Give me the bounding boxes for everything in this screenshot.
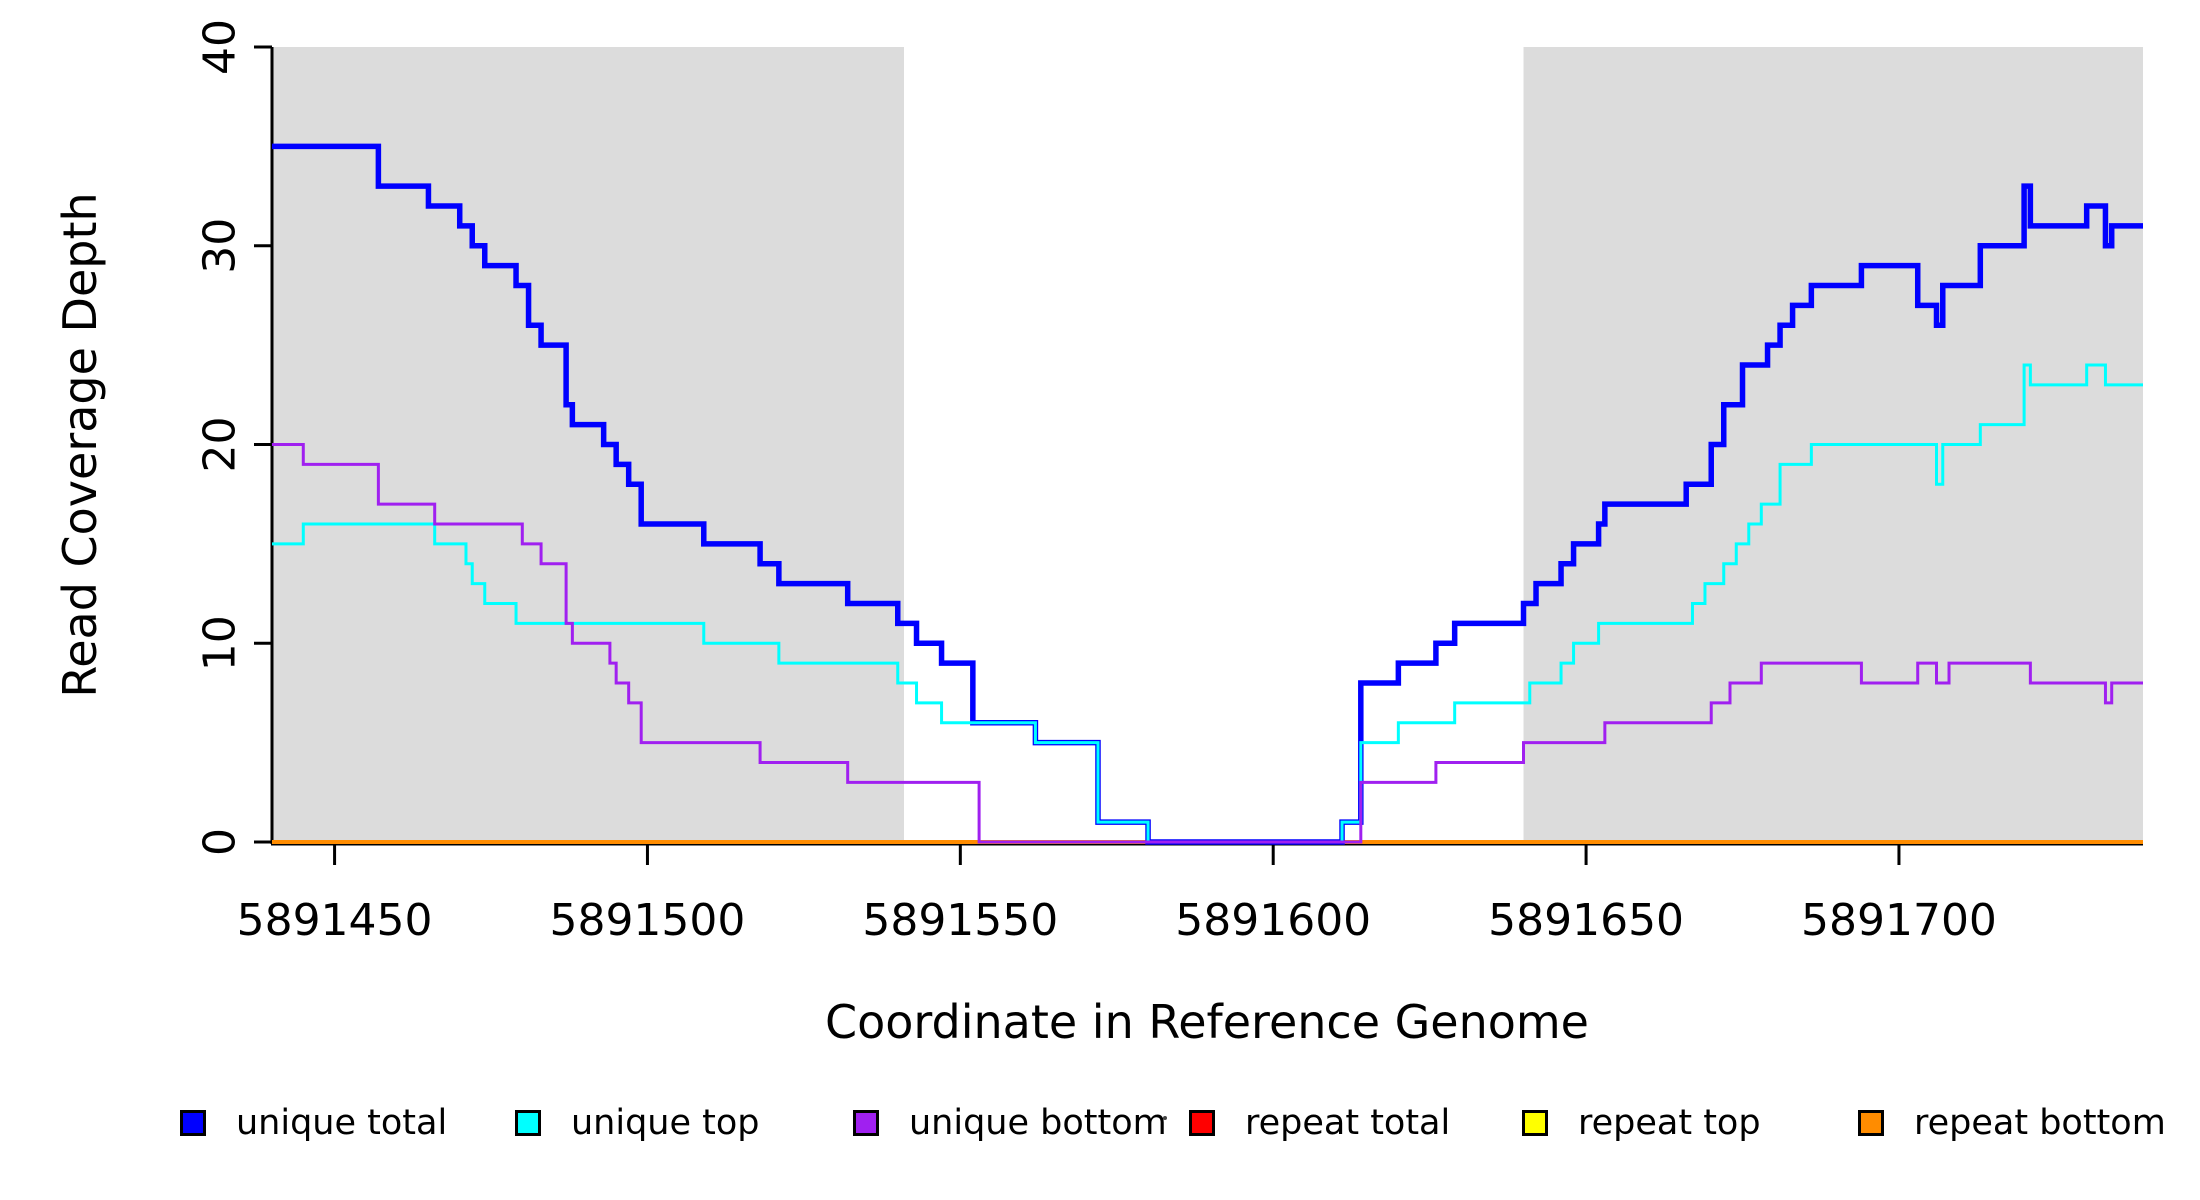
y-tick-label: 20 <box>195 417 246 473</box>
legend-label-repeat-total: repeat total <box>1245 1103 1451 1143</box>
y-tick-label: 30 <box>195 218 246 274</box>
legend-item-repeat-total: repeat total <box>1189 1103 1450 1143</box>
legend-swatch-repeat-top <box>1522 1110 1548 1136</box>
x-tick-label: 5891550 <box>862 895 1058 946</box>
legend-swatch-unique-bottom <box>853 1110 879 1136</box>
legend-item-unique-top: unique top <box>515 1103 760 1143</box>
x-tick-label: 5891600 <box>1175 895 1371 946</box>
x-tick-label: 5891650 <box>1488 895 1684 946</box>
legend-item-unique-total: unique total <box>180 1103 447 1143</box>
y-tick-label: 0 <box>195 828 246 856</box>
legend-item-repeat-top: repeat top <box>1522 1103 1761 1143</box>
y-tick-label: 40 <box>195 19 246 75</box>
legend-item-repeat-bottom: repeat bottom <box>1858 1103 2166 1143</box>
y-tick-label: 10 <box>195 615 246 671</box>
x-tick-label: 5891450 <box>237 895 433 946</box>
shaded-region <box>272 47 905 842</box>
x-tick-label: 5891500 <box>549 895 745 946</box>
legend-label-unique-bottom: unique bottom <box>909 1103 1167 1143</box>
x-axis-title: Coordinate in Reference Genome <box>825 995 1589 1049</box>
legend-swatch-unique-total <box>180 1110 206 1136</box>
stray-dot <box>1163 1116 1167 1120</box>
legend: unique total unique top unique bottom re… <box>0 1103 2200 1163</box>
legend-swatch-unique-top <box>515 1110 541 1136</box>
legend-swatch-repeat-total <box>1189 1110 1215 1136</box>
legend-label-unique-total: unique total <box>236 1103 448 1143</box>
legend-swatch-repeat-bottom <box>1858 1110 1884 1136</box>
series-unique-top <box>272 363 2143 844</box>
legend-label-repeat-top: repeat top <box>1578 1103 1761 1143</box>
y-axis-title: Read Coverage Depth <box>53 192 107 698</box>
legend-label-repeat-bottom: repeat bottom <box>1914 1103 2166 1143</box>
series-unique-total <box>272 143 2143 845</box>
legend-label-unique-top: unique top <box>571 1103 760 1143</box>
legend-item-unique-bottom: unique bottom <box>853 1103 1167 1143</box>
x-tick-label: 5891700 <box>1801 895 1997 946</box>
series-unique-bottom <box>272 443 2143 844</box>
